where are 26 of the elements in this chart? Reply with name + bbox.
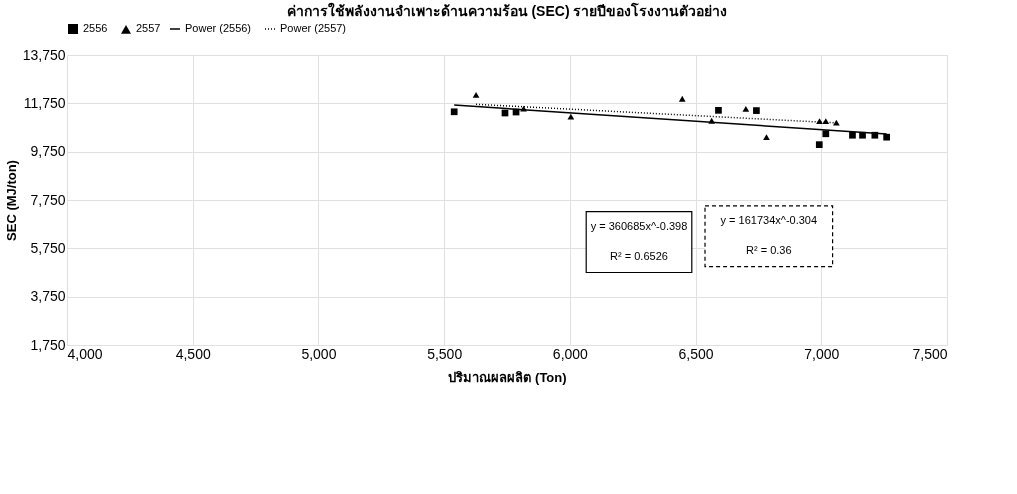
x-axis-title: ปริมาณผลผลิต (Ton)	[448, 369, 567, 385]
y-tick-label: 11,750	[23, 94, 66, 111]
y-tick-label: 13,750	[22, 46, 66, 63]
y-tick-label: 1,750	[30, 336, 66, 353]
y-tick-label: 5,750	[30, 239, 66, 256]
chart-title: ค่าการใช้พลังงานจำเพาะด้านความร้อน (SEC) รายปีของโรงงานตัวอย่าง	[286, 2, 728, 19]
x-tick-label: 4,500	[175, 345, 211, 362]
x-tick-label: 6,000	[552, 345, 589, 362]
y-tick-label: 9,750	[30, 143, 66, 160]
annotation: y = 161734x^-0.304	[720, 213, 818, 226]
legend-label: Power (2557)	[280, 22, 347, 34]
x-tick-label: 7,500	[912, 345, 948, 362]
x-tick-label: 7,000	[804, 345, 840, 362]
x-tick-label: 6,500	[678, 345, 714, 362]
x-tick-label: 4,000	[67, 345, 103, 362]
legend-label: 2557	[136, 22, 161, 35]
x-tick-label: 5,000	[301, 345, 337, 362]
legend-label: 2556	[83, 22, 108, 34]
x-tick-label: 5,500	[427, 345, 463, 362]
y-axis-title: SEC (MJ/ton)	[3, 160, 19, 241]
legend-label: Power (2556)	[185, 22, 252, 34]
annotation: R² = 0.6526	[610, 249, 668, 262]
annotation: y = 360685x^-0.398	[590, 219, 688, 232]
y-tick-label: 7,750	[30, 191, 66, 208]
y-tick-label: 3,750	[30, 288, 66, 305]
annotation: R² = 0.36	[746, 243, 792, 256]
